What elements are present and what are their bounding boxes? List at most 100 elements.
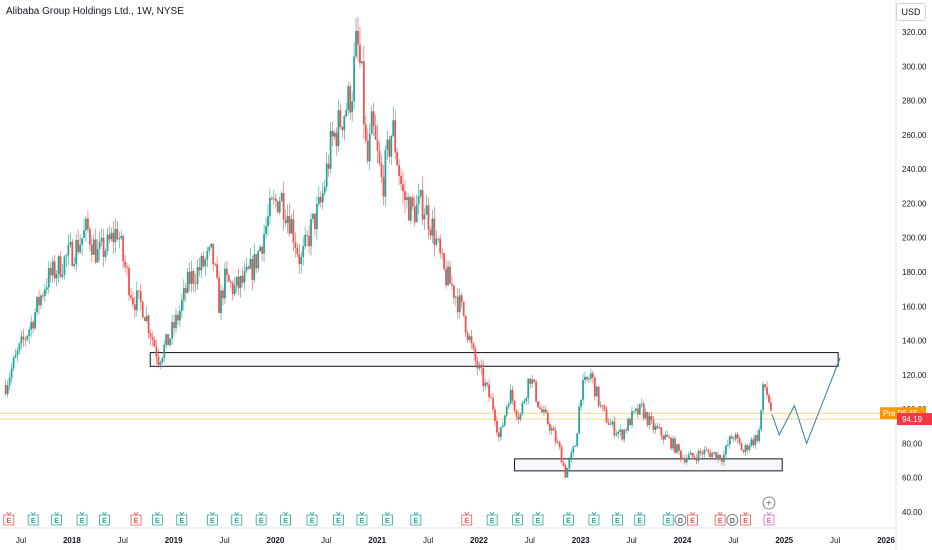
currency-button[interactable]: USD xyxy=(896,3,926,21)
event-marker-earnings[interactable]: E xyxy=(714,511,726,526)
candle-body xyxy=(460,295,463,302)
event-marker-earnings[interactable]: E xyxy=(563,511,574,526)
dividend-icon xyxy=(674,514,687,526)
candle-body xyxy=(167,334,170,346)
event-marker-earnings[interactable]: E xyxy=(486,511,498,526)
event-marker-earnings[interactable]: E xyxy=(51,511,63,526)
event-marker-earnings[interactable]: E xyxy=(410,511,422,526)
candle-body xyxy=(388,139,391,157)
candle-body xyxy=(689,452,692,455)
event-marker-earnings[interactable]: E xyxy=(176,511,188,526)
candle-body xyxy=(382,177,385,197)
candle-body xyxy=(543,409,545,413)
candle-body xyxy=(157,356,160,365)
candle-body xyxy=(521,403,524,414)
event-marker-earnings[interactable]: E xyxy=(588,511,600,526)
event-label: E xyxy=(515,518,520,525)
candle-body xyxy=(198,267,201,271)
candle-body xyxy=(597,386,600,406)
event-label: E xyxy=(134,518,139,525)
event-marker-earnings[interactable]: E xyxy=(662,511,674,526)
add-event-button[interactable]: + xyxy=(762,496,776,510)
candle-body xyxy=(728,436,731,445)
candle-body xyxy=(668,436,671,438)
event-marker-earnings[interactable]: E xyxy=(206,511,218,526)
candle-body xyxy=(537,401,539,408)
event-marker-earnings[interactable]: E xyxy=(99,511,110,526)
event-marker-earnings[interactable]: E xyxy=(763,511,775,526)
candle-body xyxy=(87,218,89,230)
candle-body xyxy=(40,295,42,306)
candle-body xyxy=(14,354,17,358)
candle-body xyxy=(194,283,197,285)
candle-body xyxy=(28,329,31,336)
candle-body xyxy=(541,408,543,413)
candle-body xyxy=(73,264,76,267)
candle-body xyxy=(319,197,322,203)
candle-body xyxy=(267,216,269,227)
candle-body xyxy=(245,266,248,272)
candle-body xyxy=(570,452,573,460)
event-marker-dividend[interactable]: D xyxy=(674,514,687,526)
candle-body xyxy=(456,296,459,313)
candle-body xyxy=(568,459,571,469)
event-marker-earnings[interactable]: E xyxy=(461,511,473,526)
event-marker-earnings[interactable]: E xyxy=(512,511,524,526)
candle-body xyxy=(648,416,651,426)
event-marker-earnings[interactable]: E xyxy=(687,511,699,526)
x-tick-label: 2021 xyxy=(368,536,386,545)
event-label: E xyxy=(767,518,772,525)
event-marker-earnings[interactable]: E xyxy=(356,511,368,526)
candle-body xyxy=(345,109,348,117)
event-marker-earnings[interactable]: E xyxy=(3,511,15,526)
candle-body xyxy=(65,255,68,257)
event-marker-earnings[interactable]: E xyxy=(255,511,267,526)
event-label: E xyxy=(536,518,541,525)
candle-body xyxy=(376,139,379,151)
y-tick-label: 200.00 xyxy=(902,234,927,243)
candle-body xyxy=(233,285,236,295)
event-marker-earnings[interactable]: E xyxy=(27,511,39,526)
candle-body xyxy=(683,458,686,463)
event-marker-earnings[interactable]: E xyxy=(306,511,318,526)
event-marker-earnings[interactable]: E xyxy=(381,511,393,526)
candle-body xyxy=(734,434,737,440)
event-marker-earnings[interactable]: E xyxy=(532,511,544,526)
candle-body xyxy=(200,255,203,271)
event-marker-earnings[interactable]: E xyxy=(280,511,291,526)
event-marker-earnings[interactable]: E xyxy=(76,511,88,526)
x-tick-label: 2026 xyxy=(877,536,895,545)
candle-body xyxy=(333,132,336,137)
candle-body xyxy=(681,458,684,459)
candle-body xyxy=(339,110,342,128)
event-marker-earnings[interactable]: E xyxy=(740,511,751,526)
candle-body xyxy=(501,425,504,428)
event-marker-earnings[interactable]: E xyxy=(130,511,142,526)
candle-body xyxy=(61,274,64,277)
candle-body xyxy=(558,442,561,447)
candle-body xyxy=(505,406,508,416)
event-label: E xyxy=(385,518,390,525)
candle-body xyxy=(12,357,15,369)
event-marker-earnings[interactable]: E xyxy=(634,511,646,526)
candle-body xyxy=(92,239,95,255)
candle-body xyxy=(752,439,755,446)
y-tick-label: 180.00 xyxy=(902,268,927,277)
event-marker-earnings[interactable]: E xyxy=(611,511,623,526)
candle-body xyxy=(435,238,438,245)
event-marker-earnings[interactable]: E xyxy=(333,511,344,526)
x-tick-label: 2025 xyxy=(775,536,793,545)
earnings-icon xyxy=(176,511,188,526)
event-marker-dividend[interactable]: D xyxy=(726,514,739,526)
candle-body xyxy=(135,290,138,311)
event-marker-earnings[interactable]: E xyxy=(151,511,163,526)
candle-body xyxy=(241,276,244,283)
candle-body xyxy=(402,184,404,192)
event-label: E xyxy=(210,518,215,525)
last-price-badge: 94.19 xyxy=(897,413,932,426)
candle-body xyxy=(110,232,113,240)
event-marker-earnings[interactable]: E xyxy=(231,511,243,526)
candle-body xyxy=(527,378,530,399)
candle-body xyxy=(515,410,518,417)
